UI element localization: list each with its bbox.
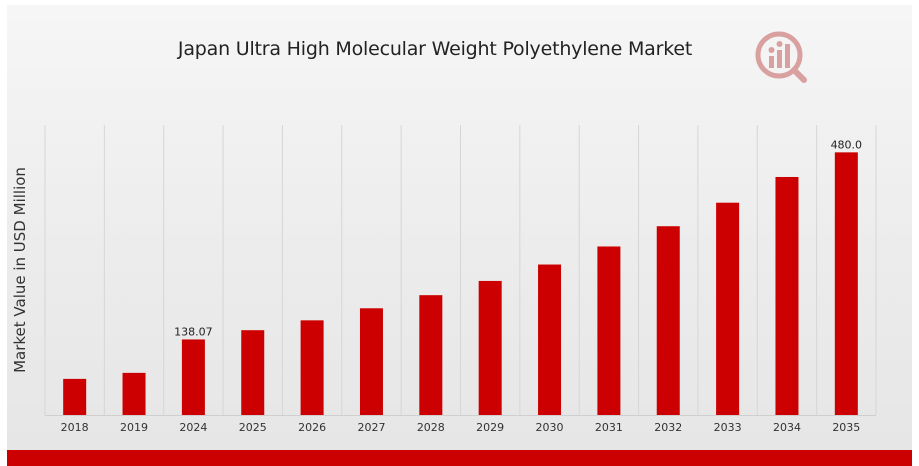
x-tick-label: 2027 [357, 421, 385, 434]
x-tick-label: 2025 [239, 421, 267, 434]
bar-2028 [419, 295, 443, 415]
bar-2025 [241, 330, 265, 415]
x-tick-label: 2032 [654, 421, 682, 434]
x-tick-label: 2024 [179, 421, 207, 434]
x-tick-label: 2019 [120, 421, 148, 434]
x-tick-label: 2035 [832, 421, 860, 434]
x-axis: 2018 2019 2024 2025 2026 2027 2028 2029 2030 2031… [45, 415, 876, 434]
bar-2019 [122, 372, 146, 415]
data-labels: 138.07 480.0 [174, 138, 862, 338]
x-tick-label: 2034 [773, 421, 801, 434]
bar-2032 [656, 226, 680, 415]
bars [63, 152, 858, 415]
bar-2034 [775, 176, 799, 415]
x-tick-label: 2028 [417, 421, 445, 434]
bar-2029 [478, 280, 502, 415]
x-tick-label: 2033 [714, 421, 742, 434]
bar-2031 [597, 246, 621, 415]
gridlines [44, 125, 877, 415]
x-tick-label: 2029 [476, 421, 504, 434]
market-research-logo-icon [755, 31, 807, 83]
bar-2026 [300, 320, 324, 415]
bar-2024 [181, 339, 205, 415]
x-tick-label: 2031 [595, 421, 623, 434]
x-tick-label: 2026 [298, 421, 326, 434]
data-label-2035: 480.0 [831, 138, 863, 151]
bar-2033 [716, 202, 740, 415]
chart-panel [7, 5, 912, 450]
bar-2035 [834, 152, 858, 415]
bar-2027 [359, 308, 383, 415]
bar-2030 [538, 264, 562, 415]
x-tick-label: 2030 [536, 421, 564, 434]
bar-2018 [63, 378, 87, 415]
chart-title: Japan Ultra High Molecular Weight Polyet… [177, 38, 693, 60]
data-label-2024: 138.07 [174, 325, 213, 338]
brand-bottom-bar [7, 450, 912, 466]
x-tick-label: 2018 [61, 421, 89, 434]
